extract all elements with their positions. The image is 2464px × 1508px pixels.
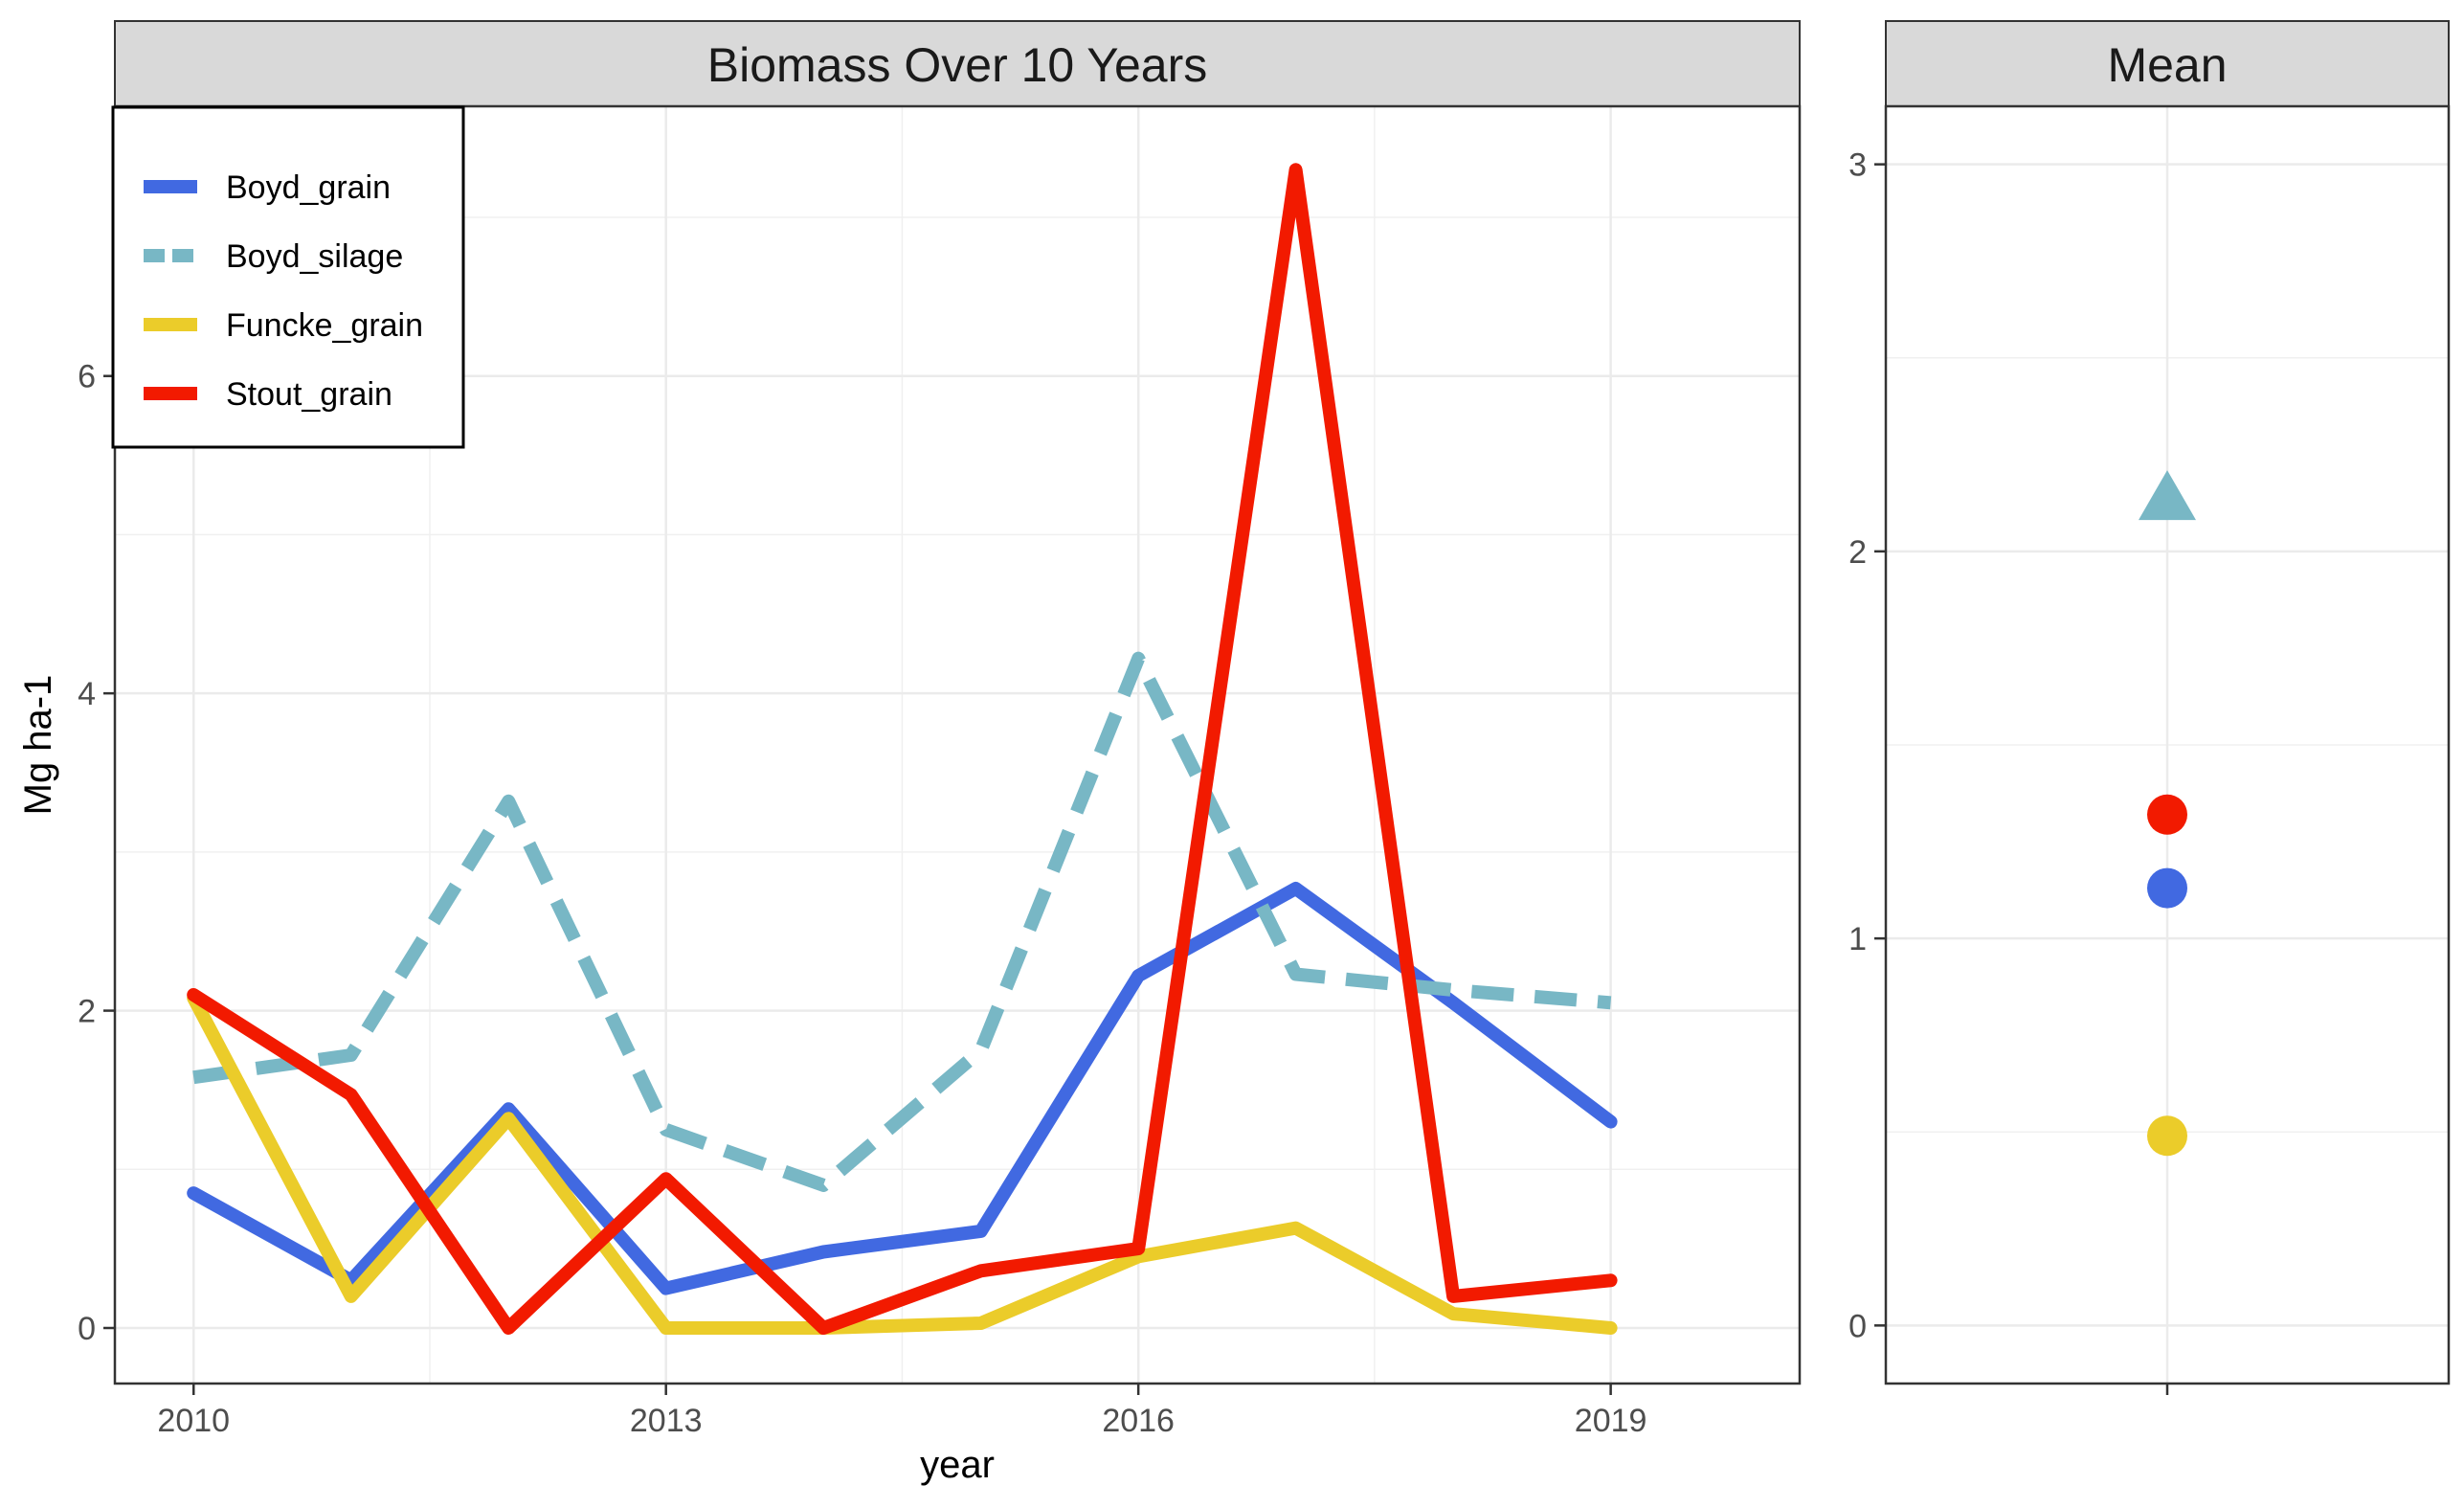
mean-y-tick-label: 2	[1848, 534, 1867, 571]
x-tick-label: 2019	[1575, 1403, 1647, 1439]
main-panel: Biomass Over 10 Years 2010 2013 2016 201902…	[17, 20, 1802, 1486]
x-axis-title: year	[920, 1444, 995, 1486]
y-tick-label: 2	[78, 994, 96, 1030]
x-tick-label: 2013	[630, 1403, 703, 1439]
y-tick-label: 6	[78, 359, 96, 395]
mean-strip-background	[1885, 20, 2450, 107]
mean-point-boyd-silage	[2139, 470, 2196, 521]
mean-y-tick-label: 0	[1848, 1308, 1867, 1344]
series-line-stout-grain	[187, 163, 1618, 1335]
mean-y-tick-label: 1	[1848, 921, 1867, 957]
main-series-lines	[187, 163, 1618, 1335]
mean-panel-title: Mean	[2107, 38, 2227, 92]
main-axes: 2010 2013 2016 2019 0 2 4 6	[78, 359, 1646, 1439]
main-strip-background	[114, 20, 1801, 107]
mean-point-boyd-grain	[2147, 867, 2187, 909]
legend-label-funcke-grain: Funcke_grain	[226, 307, 423, 344]
y-tick-label: 0	[78, 1311, 96, 1347]
mean-point-stout-grain	[2147, 794, 2187, 835]
series-line-boyd-silage	[192, 651, 1612, 1192]
y-axis-title: Mg ha-1	[17, 675, 59, 816]
mean-point-funcke-grain	[2147, 1115, 2187, 1157]
mean-axes: 0 1 2 3	[1848, 147, 2169, 1395]
mean-points	[2139, 470, 2196, 1157]
legend-label-boyd-grain: Boyd_grain	[226, 169, 391, 206]
series-line-boyd-grain	[187, 882, 1618, 1295]
mean-panel: Mean 0 1 2 3	[1848, 20, 2451, 1395]
x-tick-label: 2010	[157, 1403, 230, 1439]
main-panel-title: Biomass Over 10 Years	[707, 38, 1208, 92]
main-plot-border	[113, 104, 1802, 1385]
mean-y-tick-label: 3	[1848, 147, 1867, 184]
x-tick-label: 2016	[1102, 1403, 1175, 1439]
legend-label-boyd-silage: Boyd_silage	[226, 238, 403, 275]
y-tick-label: 4	[78, 676, 96, 712]
mean-grid	[1886, 106, 2449, 1384]
legend-label-stout-grain: Stout_grain	[226, 376, 392, 413]
legend: Boyd_grain Boyd_silage Funcke_grain Stout_g…	[111, 105, 465, 449]
